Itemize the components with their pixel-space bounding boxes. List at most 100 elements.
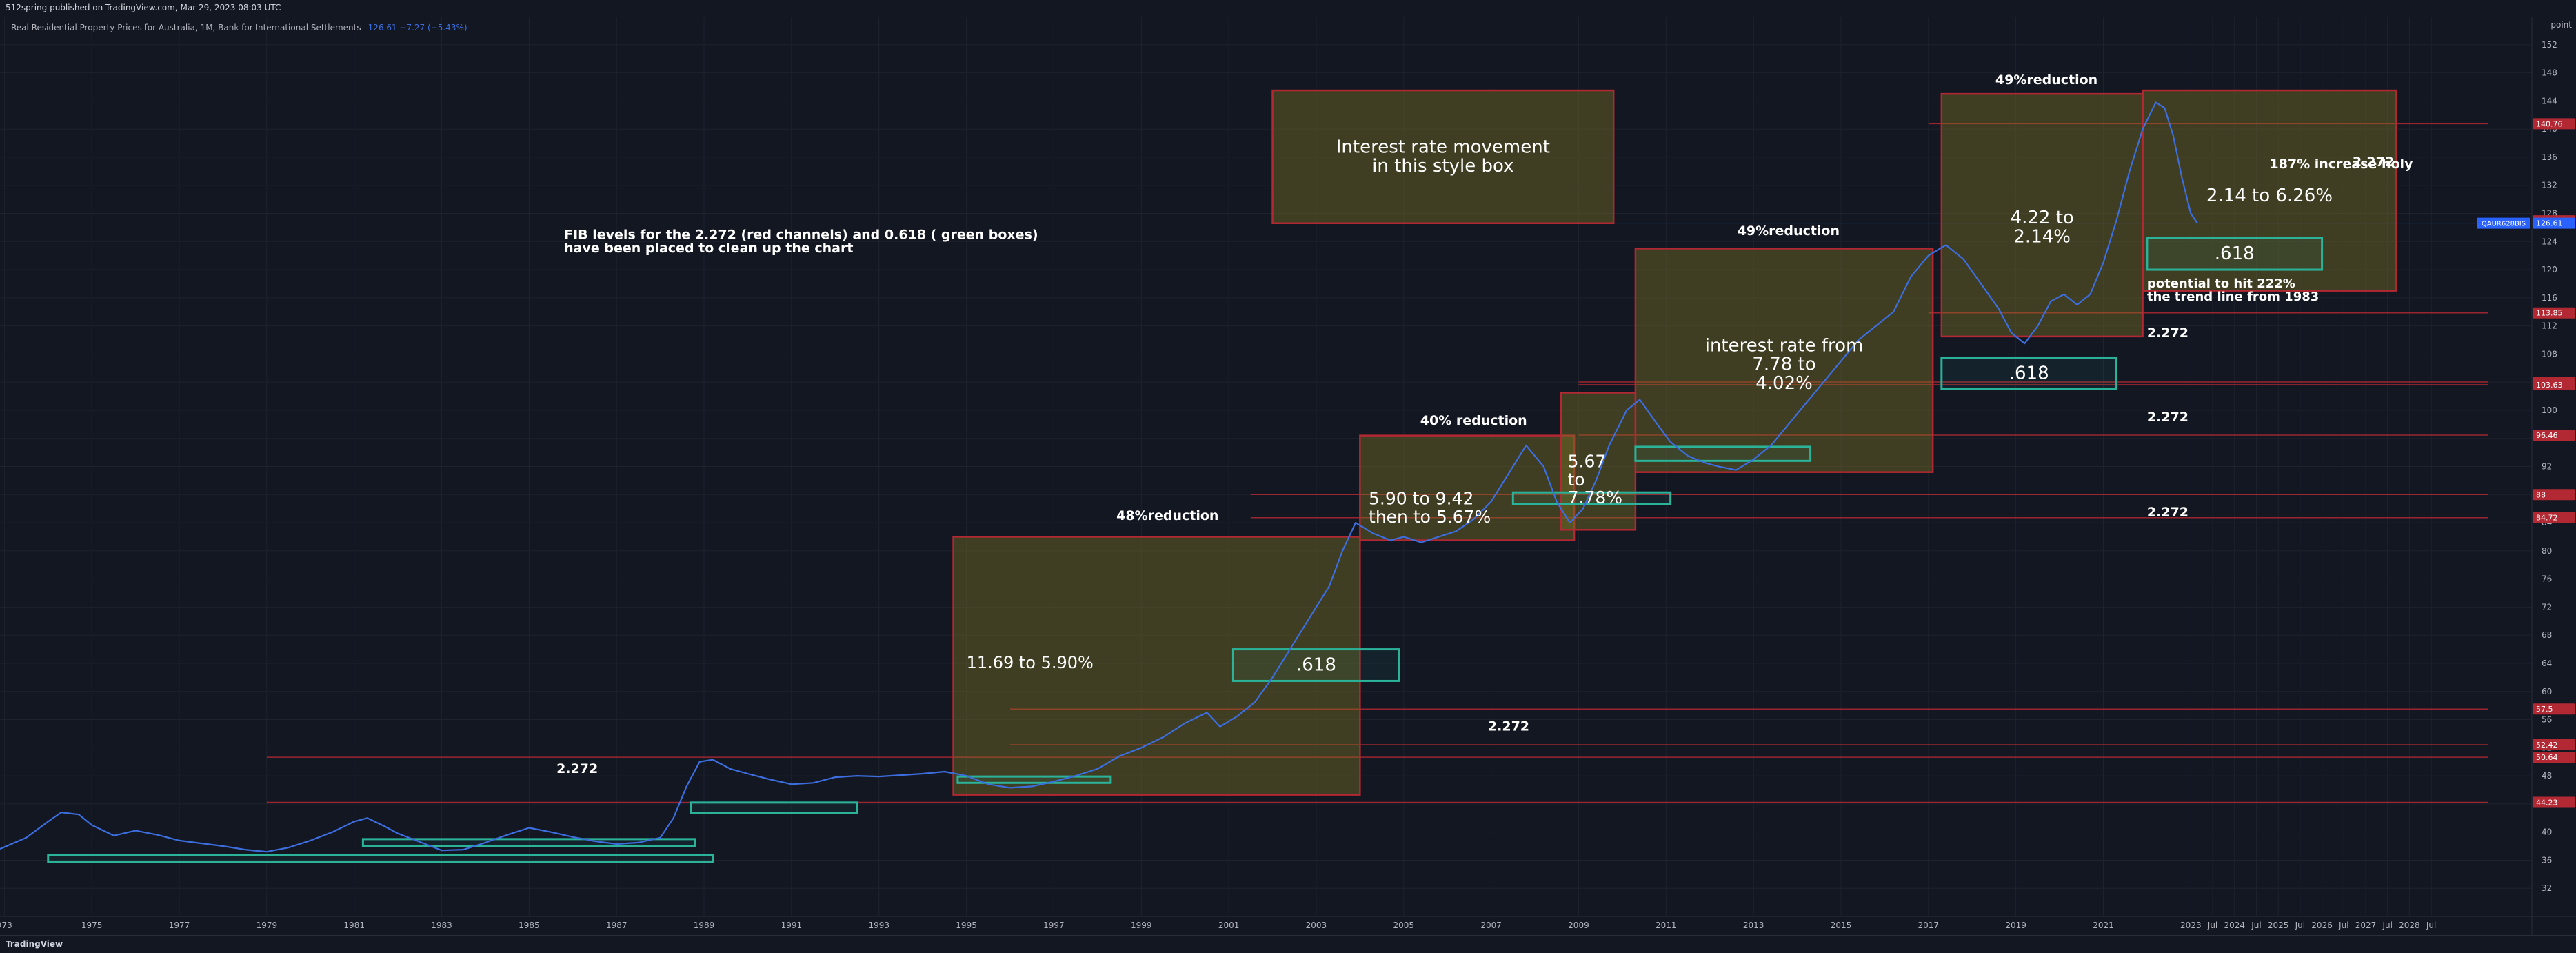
x-tick-label: 2025 bbox=[2268, 921, 2289, 930]
x-tick-label: 1991 bbox=[781, 921, 803, 930]
symbol-tag-text: QAUR628BIS bbox=[2482, 221, 2526, 228]
interest-rate-box-label: Interest rate movement in this style box bbox=[1336, 137, 1550, 176]
y-tick-label: 112 bbox=[2542, 321, 2557, 331]
x-tick-label: 2027 bbox=[2355, 921, 2377, 930]
y-tick-label: 136 bbox=[2542, 152, 2557, 162]
price-label-badge bbox=[2533, 379, 2575, 390]
fib-618-label: .618 bbox=[2009, 363, 2049, 383]
fib-618-label: .618 bbox=[2215, 243, 2255, 264]
x-tick-label: 1983 bbox=[431, 921, 452, 930]
x-tick-label: Jul bbox=[2295, 921, 2305, 930]
fib-618-label: .618 bbox=[1296, 654, 1336, 675]
interest-rate-box[interactable] bbox=[1560, 392, 1637, 531]
publish-header: 512spring published on TradingView.com, … bbox=[0, 0, 2576, 17]
y-tick-label: 100 bbox=[2542, 405, 2557, 415]
footer-bar: TradingView bbox=[0, 935, 2576, 953]
x-tick-label: 1987 bbox=[606, 921, 627, 930]
interest-rate-box[interactable] bbox=[1634, 248, 1934, 473]
fib-618-box[interactable] bbox=[690, 801, 858, 814]
y-tick-label: 116 bbox=[2542, 293, 2557, 303]
fib-618-box[interactable] bbox=[956, 775, 1112, 784]
price-series-line[interactable] bbox=[0, 101, 2198, 853]
tradingview-logo: TradingView bbox=[6, 939, 63, 949]
y-tick-label: 36 bbox=[2542, 855, 2552, 865]
price-label-badge bbox=[2533, 796, 2575, 808]
chart-annotation: potential to hit 222% the trend line from… bbox=[2147, 277, 2319, 304]
fib-618-box[interactable] bbox=[1231, 648, 1400, 682]
x-tick-label: 1993 bbox=[868, 921, 889, 930]
x-tick-label: 2015 bbox=[1831, 921, 1852, 930]
y-tick-label: 72 bbox=[2542, 602, 2552, 612]
chart-annotation: 2.272 bbox=[556, 761, 598, 776]
interest-rate-box-label: interest rate from 7.78 to 4.02% bbox=[1705, 335, 1864, 394]
x-tick-label: 1985 bbox=[519, 921, 540, 930]
x-tick-label: Jul bbox=[2207, 921, 2217, 930]
x-tick-label: 2026 bbox=[2311, 921, 2333, 930]
price-label-text: 88 bbox=[2536, 490, 2546, 499]
fib-618-box[interactable] bbox=[1634, 445, 1812, 462]
x-tick-label: 2003 bbox=[1306, 921, 1327, 930]
chart-annotation: 187% increase holy bbox=[2269, 157, 2413, 172]
price-label-badge bbox=[2533, 512, 2575, 523]
fib-618-box[interactable] bbox=[47, 854, 714, 863]
price-label-text: 126.61 bbox=[2536, 219, 2563, 228]
price-label-text: 84.72 bbox=[2536, 514, 2558, 523]
y-tick-label: 56 bbox=[2542, 715, 2552, 725]
y-tick-label: 92 bbox=[2542, 462, 2552, 472]
y-tick-label: 120 bbox=[2542, 265, 2557, 274]
fib-618-box[interactable] bbox=[1940, 356, 2118, 390]
chart-background bbox=[0, 17, 2576, 935]
x-tick-label: Jul bbox=[2382, 921, 2392, 930]
x-tick-label: 2005 bbox=[1393, 921, 1414, 930]
price-label-text: 52.42 bbox=[2536, 741, 2558, 750]
chart-legend-symbol[interactable]: Real Residential Property Prices for Aus… bbox=[11, 23, 361, 32]
fib-618-box[interactable] bbox=[1511, 491, 1672, 505]
chart-annotation: 49%reduction bbox=[1738, 223, 1840, 238]
interest-rate-box-label: 11.69 to 5.90% bbox=[967, 653, 1094, 672]
fib-618-box[interactable] bbox=[361, 838, 696, 847]
price-label-text: 44.23 bbox=[2536, 799, 2558, 807]
chart-annotation: 40% reduction bbox=[1420, 413, 1527, 428]
interest-rate-box[interactable] bbox=[1271, 89, 1615, 224]
price-label-text: 57.5 bbox=[2536, 705, 2553, 714]
price-label-badge bbox=[2533, 217, 2575, 229]
x-tick-label: 2028 bbox=[2399, 921, 2420, 930]
y-tick-label: 144 bbox=[2542, 96, 2557, 106]
price-axis-panel[interactable] bbox=[2532, 17, 2576, 935]
chart-annotation: FIB levels for the 2.272 (red channels) … bbox=[564, 227, 1038, 256]
y-tick-label: 32 bbox=[2542, 883, 2552, 893]
x-tick-label: 2021 bbox=[2093, 921, 2114, 930]
symbol-tag-badge bbox=[2477, 217, 2530, 229]
interest-rate-box[interactable] bbox=[1940, 92, 2144, 338]
x-tick-label: 1979 bbox=[256, 921, 278, 930]
x-tick-label: 1997 bbox=[1043, 921, 1065, 930]
y-tick-label: 76 bbox=[2542, 574, 2552, 584]
chart-annotation: 2.272 bbox=[1488, 719, 1529, 734]
y-tick-label: 60 bbox=[2542, 687, 2552, 696]
x-tick-label: 2024 bbox=[2224, 921, 2245, 930]
price-label-badge bbox=[2533, 430, 2575, 441]
chart-annotation: 2.272 bbox=[2147, 410, 2188, 425]
x-tick-label: Jul bbox=[2251, 921, 2261, 930]
price-label-badge bbox=[2533, 118, 2575, 130]
price-axis-unit: point bbox=[2550, 20, 2572, 30]
chart-annotation: 2.272 bbox=[2147, 325, 2188, 340]
interest-rate-box[interactable] bbox=[952, 536, 1361, 796]
interest-rate-box-label: 4.22 to 2.14% bbox=[2011, 208, 2074, 247]
chart-annotation: 48%reduction bbox=[1116, 508, 1218, 523]
chart-legend-value: 126.61 −7.27 (−5.43%) bbox=[368, 23, 467, 32]
y-tick-label: 132 bbox=[2542, 181, 2557, 190]
fib-618-box[interactable] bbox=[2146, 237, 2324, 271]
price-chart[interactable]: point32364044485256606468727680848892961… bbox=[0, 17, 2576, 935]
x-tick-label: 1999 bbox=[1131, 921, 1152, 930]
x-tick-label: Jul bbox=[2426, 921, 2436, 930]
x-tick-label: 2001 bbox=[1218, 921, 1240, 930]
price-label-badge bbox=[2533, 489, 2575, 501]
y-tick-label: 152 bbox=[2542, 40, 2557, 50]
x-tick-label: Jul bbox=[2338, 921, 2348, 930]
price-label-text: 96.46 bbox=[2536, 431, 2558, 440]
y-tick-label: 64 bbox=[2542, 659, 2552, 668]
price-label-badge bbox=[2533, 307, 2575, 319]
interest-rate-box-label: 5.67 to 7.78% bbox=[1568, 452, 1622, 508]
chart-annotation: 2.272 bbox=[2147, 504, 2188, 519]
